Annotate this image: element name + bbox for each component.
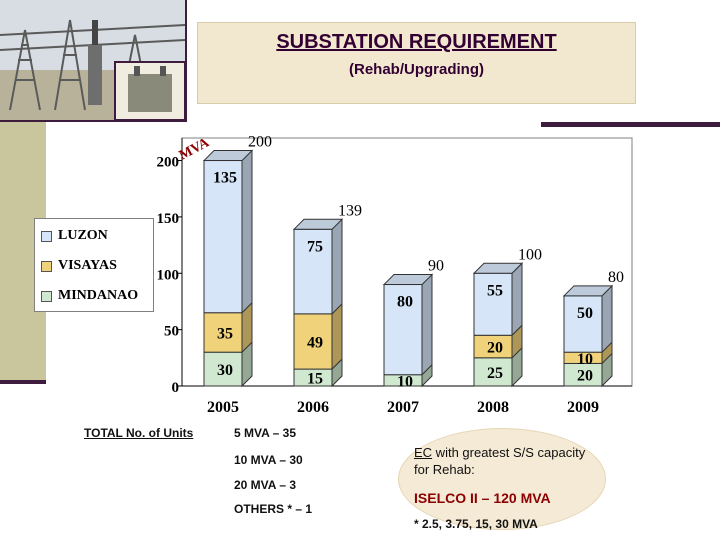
bar-top [292,218,344,230]
bar-top [562,285,614,297]
x-tick-label: 2006 [297,399,329,416]
bar-side [331,218,343,316]
segment-data-label: 10 [397,373,413,390]
segment-data-label: 20 [487,340,503,357]
page-subtitle: (Rehab/Upgrading) [349,61,484,78]
bar-side [241,149,253,314]
bar-side [331,302,343,371]
unit-totals-panel: TOTAL No. of Units 5 MVA – 35 10 MVA – 3… [84,424,364,524]
x-tick-label: 2009 [567,399,599,416]
y-tick-label: 50 [164,324,179,340]
bar-side [511,262,523,337]
legend-label: LUZON [58,228,108,243]
total-data-label: 139 [338,202,362,219]
bar-segment [563,295,603,353]
segment-data-label: 25 [487,365,503,382]
highlight-text: EC with greatest S/S capacity for Rehab: [414,444,599,478]
highlight-ellipse [398,428,606,530]
decorative-rule [541,122,720,127]
title-box: SUBSTATION REQUIREMENT (Rehab/Upgrading) [197,22,636,104]
segment-data-label: 80 [397,294,413,311]
total-data-label: 90 [428,258,444,275]
legend-swatch [41,230,52,242]
totals-row: OTHERS * – 1 [234,502,313,516]
page-title: SUBSTATION REQUIREMENT [276,31,557,53]
x-tick-label: 2007 [387,399,419,416]
bar-segment [203,160,243,314]
legend-label: VISAYAS [58,258,117,273]
totals-row: 10 MVA – 30 [234,453,303,467]
legend-swatch [41,290,52,302]
legend-swatch [41,260,52,272]
totals-row: 20 MVA – 3 [234,478,297,492]
segment-data-label: 20 [577,368,593,385]
totals-label: TOTAL No. of Units [84,426,194,440]
capacity-note: * 2.5, 3.75, 15, 30 MVA [414,517,538,531]
ec-description: with greatest S/S capacity for Rehab: [414,445,586,477]
ec-abbrev: EC [414,445,433,460]
segment-data-label: 10 [577,351,593,368]
segment-data-label: 35 [217,325,233,342]
x-tick-label: 2005 [207,399,239,416]
bar-side [421,273,433,376]
legend-item-visayas: VISAYAS [41,257,117,275]
substation-photo [0,0,187,122]
bar-segment [473,272,513,336]
total-data-label: 80 [608,269,624,286]
bar-segment [383,284,423,376]
y-tick-label: 100 [157,267,180,283]
bar-segment [203,351,243,387]
bar-top [382,274,434,286]
y-tick-label: 0 [172,380,180,396]
ec-name: ISELCO II – 120 MVA [414,490,551,506]
x-tick-label: 2008 [477,399,509,416]
legend-item-mindanao: MINDANAO [41,287,138,305]
segment-data-label: 55 [487,282,503,299]
total-data-label: 100 [518,246,542,263]
bar-top [472,262,524,274]
bar-segment [203,312,243,353]
segment-data-label: 30 [217,362,233,379]
y-tick-label: 200 [157,155,180,171]
segment-data-label: 75 [307,238,323,255]
bar-segment [293,228,333,315]
segment-data-label: 135 [213,170,237,187]
substation-illustration [0,0,185,120]
totals-row: 5 MVA – 35 [234,426,297,440]
bar-side [601,284,613,354]
decorative-rule [0,380,46,384]
y-tick-label: 150 [157,211,180,227]
chart-legend: LUZON VISAYAS MINDANAO [34,218,154,312]
segment-data-label: 49 [307,334,323,351]
segment-data-label: 15 [307,371,323,388]
total-data-label: 200 [248,134,272,151]
legend-item-luzon: LUZON [41,227,108,245]
bar-top [202,150,254,162]
legend-label: MINDANAO [58,288,139,303]
segment-data-label: 50 [577,305,593,322]
